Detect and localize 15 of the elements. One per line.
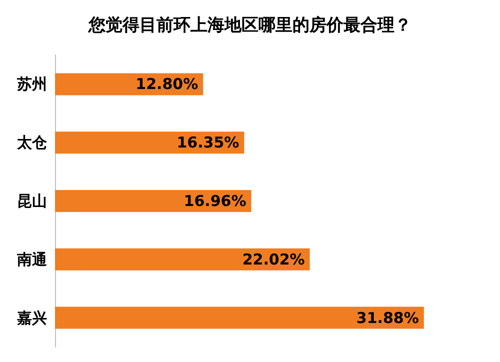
bar: [55, 190, 252, 212]
data-label: 22.02%: [242, 250, 305, 268]
y-tick-label: 苏州: [16, 75, 47, 94]
data-label: 16.35%: [176, 134, 240, 152]
y-tick-label: 南通: [16, 250, 48, 268]
chart-title: 您觉得目前环上海地区哪里的房价最合理？: [88, 16, 412, 36]
y-tick-label: 昆山: [17, 192, 47, 210]
y-tick-label: 太仓: [16, 134, 48, 152]
y-tick-label: 嘉兴: [17, 308, 47, 327]
bar: [55, 306, 424, 329]
bar: [55, 132, 244, 154]
bar: [55, 248, 310, 270]
data-label: 12.80%: [136, 75, 198, 94]
data-label: 16.96%: [184, 192, 246, 210]
data-label: 31.88%: [356, 308, 419, 327]
